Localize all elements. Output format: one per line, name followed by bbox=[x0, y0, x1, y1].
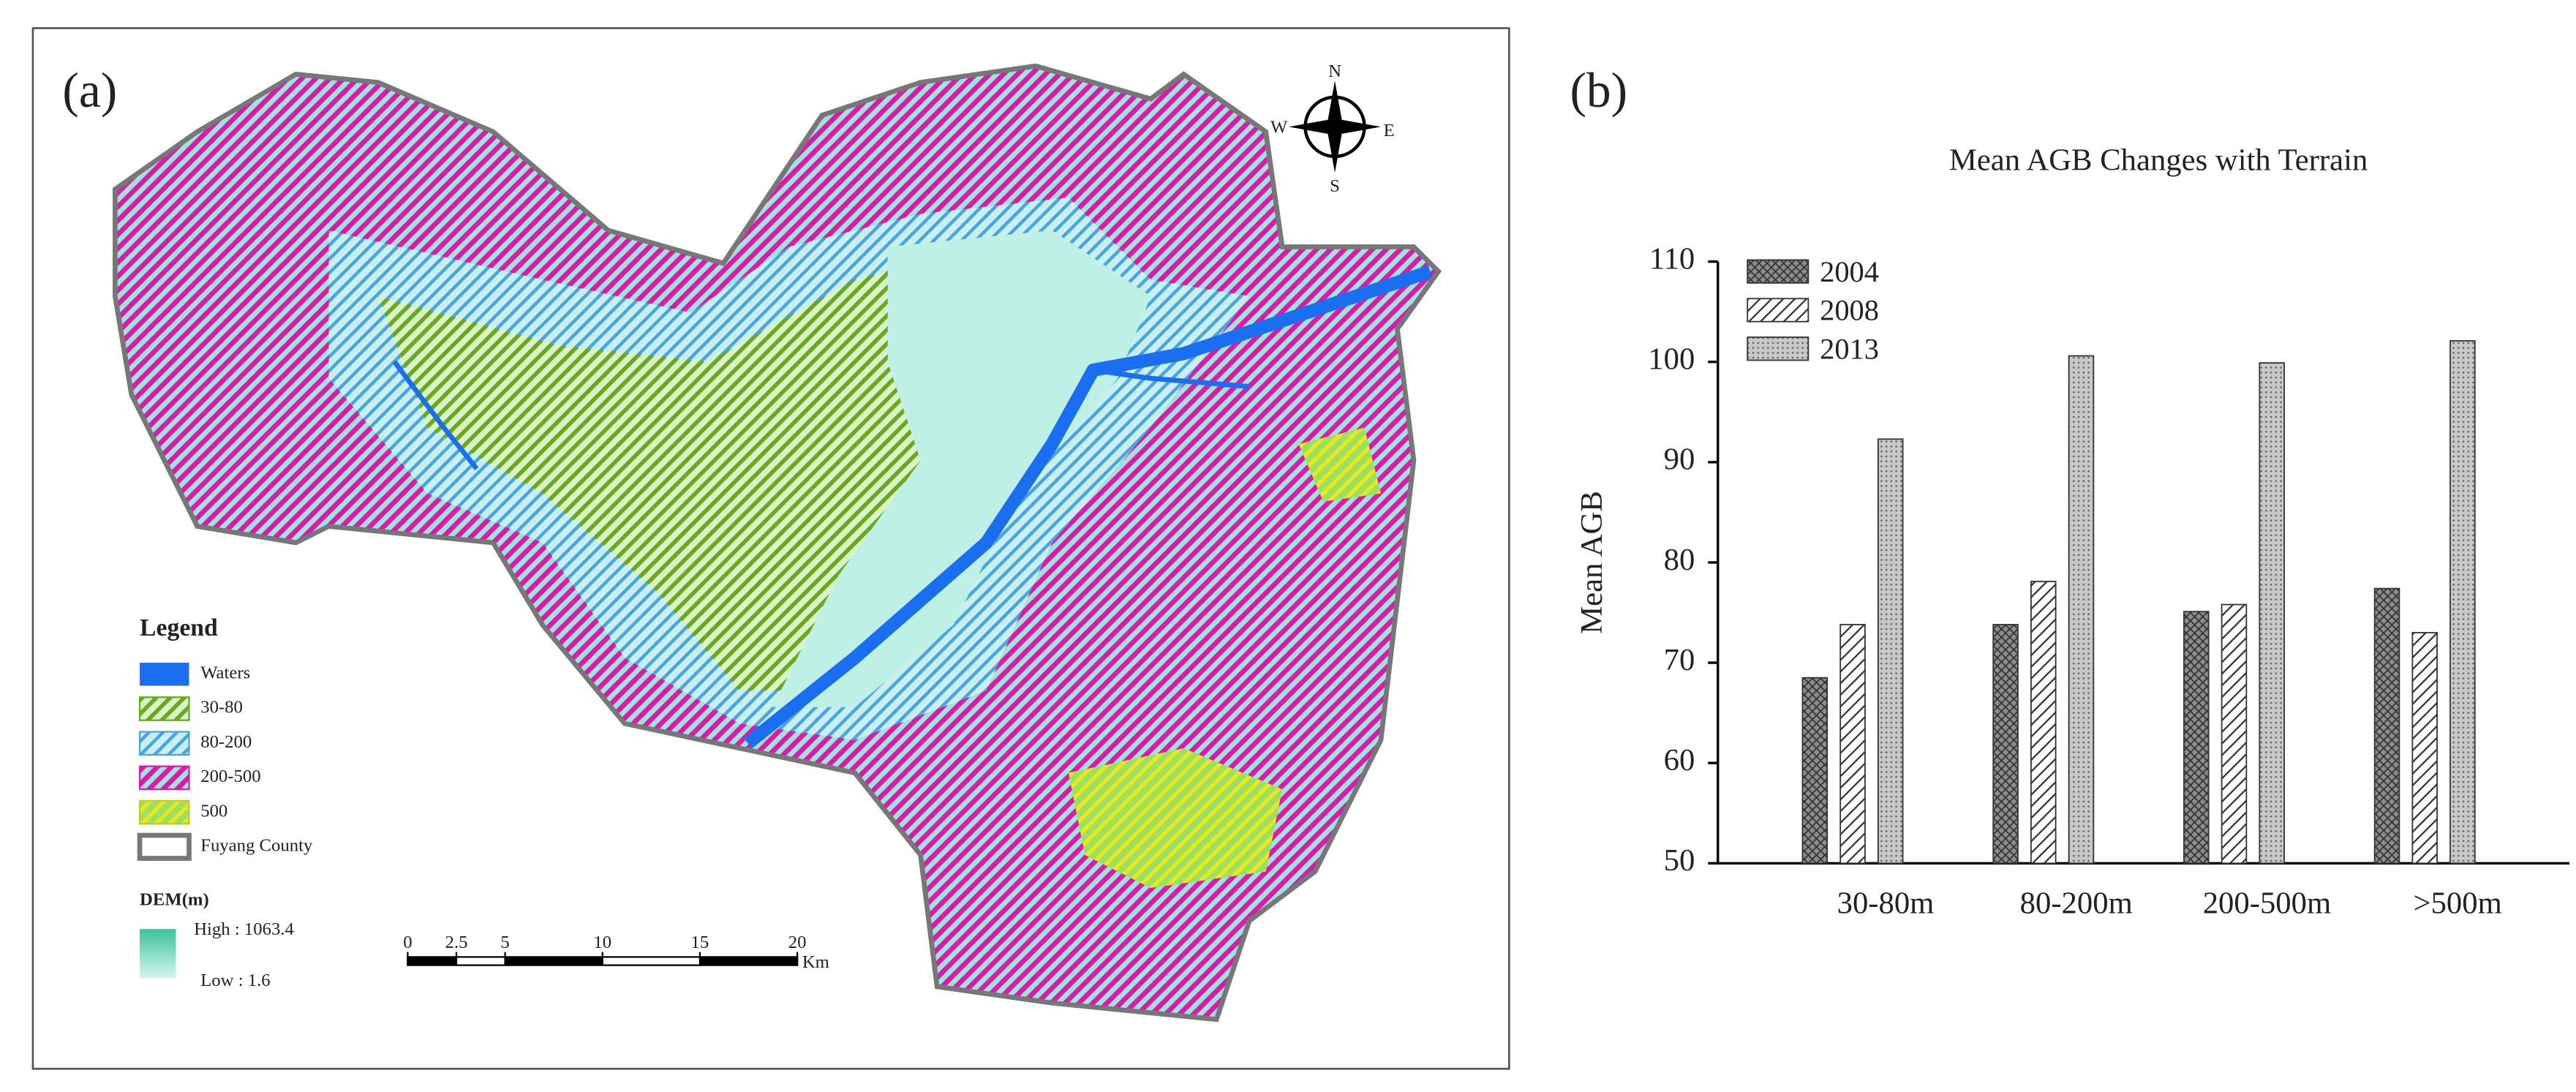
plain bbox=[772, 230, 1151, 707]
bar bbox=[1992, 624, 2019, 865]
y-tick-label: 90 bbox=[1664, 443, 1695, 477]
scale-segment bbox=[699, 957, 798, 965]
legend-label: 2004 bbox=[1820, 255, 1879, 288]
scale-tick-label: 20 bbox=[788, 933, 807, 952]
scale-segment bbox=[407, 957, 456, 965]
chart-panel: (b) Mean AGB Changes with Terrain Mean A… bbox=[1570, 63, 2570, 921]
x-tick-label: 30-80m bbox=[1837, 886, 1935, 921]
legend-swatch bbox=[1747, 298, 1809, 323]
bar bbox=[2030, 581, 2057, 865]
bar bbox=[2411, 632, 2438, 865]
dem-ramp bbox=[140, 929, 176, 979]
y-tick-label: 60 bbox=[1664, 743, 1695, 777]
river bbox=[744, 265, 1433, 749]
dem-title: DEM(m) bbox=[140, 890, 209, 910]
panel-label: (a) bbox=[62, 63, 117, 118]
scale-tick-label: 0 bbox=[403, 933, 412, 952]
scale-unit: Km bbox=[802, 952, 829, 972]
legend-swatch bbox=[138, 731, 190, 756]
dem-high: High : 1063.4 bbox=[194, 919, 294, 939]
x-tick-label: >500m bbox=[2414, 886, 2502, 921]
bar bbox=[2449, 340, 2476, 865]
y-axis-label: Mean AGB bbox=[1575, 491, 1609, 634]
panel-label: (b) bbox=[1570, 63, 1627, 118]
bar bbox=[1877, 438, 1904, 865]
compass-w: W bbox=[1270, 117, 1288, 137]
legend-label: 500 bbox=[200, 801, 227, 821]
bar bbox=[2373, 587, 2400, 865]
compass-s: S bbox=[1330, 176, 1340, 196]
legend-label: 2008 bbox=[1820, 294, 1879, 327]
bar bbox=[2221, 603, 2248, 865]
legend-swatch bbox=[138, 696, 190, 721]
map-panel: (a) N E S W Legend Waters 30-80 80-200 2… bbox=[31, 27, 1510, 1070]
x-tick-label: 200-500m bbox=[2203, 886, 2331, 921]
compass: N E S W bbox=[1270, 61, 1395, 196]
scale-tick-label: 2.5 bbox=[445, 933, 468, 952]
legend-swatch bbox=[138, 765, 190, 791]
y-tick-label: 100 bbox=[1648, 342, 1695, 377]
y-tick-label: 50 bbox=[1664, 843, 1695, 878]
bar bbox=[2183, 611, 2210, 865]
y-tick-label: 110 bbox=[1649, 241, 1695, 276]
tributary bbox=[392, 360, 1250, 470]
legend-title: Legend bbox=[140, 614, 218, 641]
compass-e: E bbox=[1384, 121, 1395, 140]
dem-low: Low : 1.6 bbox=[200, 971, 270, 990]
y-tick-label: 80 bbox=[1664, 543, 1695, 577]
bar bbox=[2259, 362, 2285, 865]
bar bbox=[2068, 355, 2095, 865]
legend-label: Fuyang County bbox=[200, 835, 313, 855]
scale-segment bbox=[505, 957, 603, 965]
legend-label: 80-200 bbox=[200, 732, 252, 752]
compass-n: N bbox=[1328, 61, 1341, 81]
legend-swatch bbox=[140, 663, 189, 686]
legend-label: 30-80 bbox=[200, 698, 243, 718]
scale-tick-label: 10 bbox=[593, 933, 611, 952]
legend-swatch bbox=[137, 832, 192, 861]
legend-swatch bbox=[1747, 336, 1809, 361]
chart-title: Mean AGB Changes with Terrain bbox=[1949, 143, 2368, 178]
terrain-500 bbox=[1068, 427, 1381, 889]
legend-label: Waters bbox=[200, 663, 250, 682]
scale-tick-label: 5 bbox=[500, 933, 509, 952]
scale-bar: Km 0 2.5 5 10 15 20 bbox=[403, 933, 829, 972]
bar bbox=[1839, 624, 1866, 865]
map-legend: Legend Waters 30-80 80-200 200-500 500 F… bbox=[137, 614, 313, 990]
x-tick-label: 80-200m bbox=[2020, 886, 2133, 921]
legend-swatch bbox=[1747, 259, 1809, 284]
y-tick-label: 70 bbox=[1664, 643, 1695, 677]
scale-tick-label: 15 bbox=[691, 933, 709, 952]
legend-label: 2013 bbox=[1820, 333, 1879, 366]
legend-swatch bbox=[138, 799, 190, 825]
legend-label: 200-500 bbox=[200, 767, 260, 786]
bar bbox=[1801, 677, 1829, 865]
